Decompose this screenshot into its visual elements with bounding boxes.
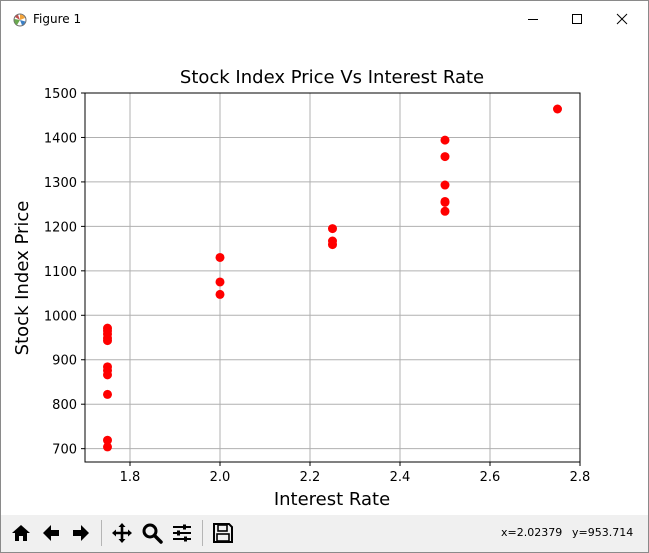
data-point (328, 236, 337, 246)
data-point (440, 152, 450, 162)
back-arrow-icon (43, 525, 59, 541)
data-point (103, 323, 112, 333)
data-point (215, 289, 225, 299)
y-tick-label: 900 (52, 354, 77, 369)
toolbar-separator (202, 520, 203, 546)
grid-lines (85, 92, 581, 462)
navigation-toolbar: x=2.02379 y=953.714 (1, 515, 648, 552)
configure-subplots-button[interactable] (168, 518, 196, 548)
toolbar-separator (101, 520, 102, 546)
minimize-icon (528, 19, 538, 20)
forward-arrow-icon (73, 525, 89, 541)
pan-icon (112, 523, 132, 543)
axis-ticks: 1.8 2.0 2.2 2.4 2.6 2.8 700 800 900 1000 1100 1200 1… (44, 87, 590, 485)
x-tick-label: 2.4 (390, 470, 411, 485)
y-tick-label: 700 (52, 443, 77, 458)
data-point (103, 365, 112, 375)
save-button[interactable] (209, 518, 237, 548)
forward-button[interactable] (67, 518, 95, 548)
data-point (440, 135, 450, 145)
home-button[interactable] (7, 518, 35, 548)
save-icon (213, 523, 233, 543)
y-axis-label: Stock Index Price (12, 201, 33, 356)
configure-subplots-icon (173, 524, 191, 542)
pan-button[interactable] (108, 518, 136, 548)
x-tick-label: 2.2 (300, 470, 321, 485)
data-points (103, 104, 562, 452)
zoom-button[interactable] (138, 518, 166, 548)
maximize-button[interactable] (554, 1, 600, 37)
data-point (440, 197, 450, 207)
y-tick-label: 1500 (44, 87, 77, 102)
data-point (440, 206, 450, 216)
data-point (103, 435, 112, 445)
data-point (215, 277, 225, 287)
data-point (440, 180, 450, 190)
data-point (553, 104, 562, 114)
y-tick-label: 1000 (44, 309, 77, 324)
zoom-icon (142, 523, 163, 544)
data-point (215, 252, 225, 262)
plot-area-frame (84, 92, 581, 463)
chart-title: Stock Index Price Vs Interest Rate (180, 67, 484, 88)
x-tick-label: 1.8 (120, 470, 141, 485)
x-tick-label: 2.6 (480, 470, 501, 485)
window-title: Figure 1 (33, 12, 82, 26)
matplotlib-logo-icon (13, 12, 27, 27)
data-point (103, 442, 112, 452)
y-tick-label: 1100 (44, 265, 77, 280)
home-icon (12, 525, 30, 541)
data-point (328, 224, 337, 234)
cursor-x-readout: x=2.02379 (501, 526, 563, 539)
y-tick-label: 1400 (44, 131, 77, 146)
data-point (103, 333, 112, 343)
x-tick-label: 2.0 (210, 470, 231, 485)
data-point (103, 389, 112, 399)
x-tick-label: 2.8 (570, 470, 591, 485)
y-tick-label: 1300 (44, 176, 77, 191)
minimize-button[interactable] (510, 1, 556, 37)
y-tick-label: 1200 (44, 220, 77, 235)
figure-canvas[interactable]: 1.8 2.0 2.2 2.4 2.6 2.8 700 800 900 1000 1100 1200 1… (1, 37, 648, 515)
close-button[interactable] (599, 1, 645, 37)
back-button[interactable] (37, 518, 65, 548)
title-bar[interactable]: Figure 1 (1, 1, 648, 37)
x-axis-label: Interest Rate (274, 489, 390, 510)
cursor-y-readout: y=953.714 (572, 526, 634, 539)
y-tick-label: 800 (52, 398, 77, 413)
close-icon (616, 13, 628, 25)
scatter-chart[interactable]: 1.8 2.0 2.2 2.4 2.6 2.8 700 800 900 1000 1100 1200 1… (1, 37, 648, 515)
maximize-icon (572, 14, 582, 24)
